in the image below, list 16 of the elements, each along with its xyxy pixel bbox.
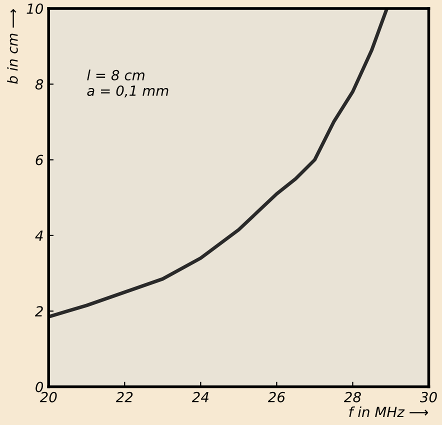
- y-tick-label: 6: [36, 154, 44, 166]
- y-tick-label: 4: [35, 230, 43, 241]
- x-tick-label: 30: [420, 392, 437, 402]
- annotation: l = 8 cm a = 0,1 mm: [87, 70, 168, 98]
- x-tick-label: 24: [192, 392, 209, 402]
- y-tick-label: 2: [34, 306, 43, 316]
- y-axis-title: b in cm ⟶: [7, 9, 18, 84]
- x-tick-label: 28: [344, 392, 361, 402]
- x-tick-label: 26: [268, 392, 285, 402]
- x-axis-title: f in MHz ⟶: [349, 406, 428, 417]
- y-tick-label: 10: [26, 3, 44, 14]
- x-tick-label: 20: [40, 392, 57, 402]
- y-tick-label: 0: [36, 382, 44, 392]
- line-series: [48, 8, 389, 319]
- x-tick-label: 22: [116, 392, 133, 402]
- y-tick-label: 8: [35, 79, 44, 90]
